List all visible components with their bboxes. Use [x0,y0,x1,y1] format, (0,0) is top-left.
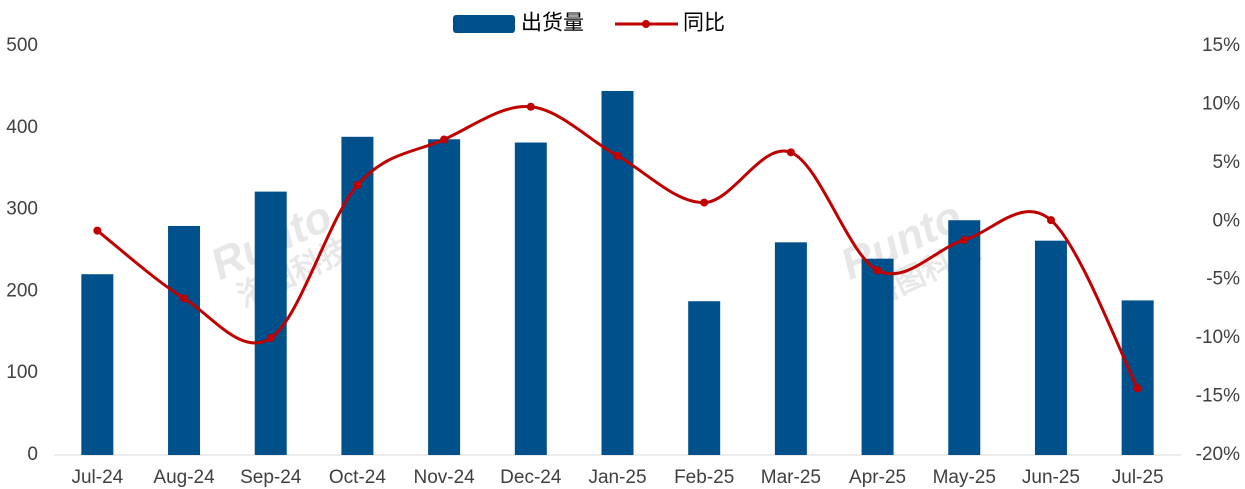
x-tick-label: Jul-24 [71,467,123,488]
y2-tick-label: 0% [1213,210,1241,231]
bar [861,258,894,455]
line-marker [786,148,795,157]
line-marker [873,266,882,275]
y-tick-label: 300 [6,199,38,220]
y-tick-label: 200 [6,280,38,301]
bar [1121,300,1154,455]
x-tick-label: Feb-25 [674,467,734,488]
x-tick-label: Apr-25 [849,467,906,488]
x-tick-label: May-25 [933,467,996,488]
line-marker [960,235,969,244]
line-marker [613,151,622,160]
bar [254,191,287,455]
line-marker [526,102,535,111]
y2-tick-label: -5% [1206,269,1240,290]
y2-tick-label: -15% [1196,386,1240,407]
x-tick-label: Jun-25 [1022,467,1080,488]
legend-swatch [642,20,650,28]
line-marker [440,135,449,144]
line-marker [700,198,709,207]
bar [168,225,201,455]
bar [514,142,547,456]
y2-tick-label: 5% [1213,152,1241,173]
bar [341,136,374,455]
line-marker [1133,384,1142,393]
y-tick-label: 0 [27,444,38,465]
x-tick-label: Jul-25 [1112,467,1164,488]
y-tick-label: 500 [6,35,38,56]
line-marker [1046,216,1055,225]
y2-tick-label: -20% [1196,444,1240,465]
bar [1034,240,1067,455]
x-tick-label: Nov-24 [413,467,475,488]
y2-tick-label: -10% [1196,327,1240,348]
line-marker [266,334,275,343]
legend-label: 同比 [683,12,725,35]
bar [948,220,981,455]
bar [774,242,807,455]
bar [81,274,114,455]
x-tick-label: Dec-24 [500,467,562,488]
bar [428,139,461,455]
x-tick-label: Aug-24 [153,467,215,488]
y2-tick-label: 15% [1202,35,1240,56]
y-tick-label: 400 [6,117,38,138]
y2-tick-label: 10% [1202,93,1240,114]
bar [601,90,634,456]
x-tick-label: Sep-24 [240,467,302,488]
bar [688,301,721,455]
x-tick-label: Jan-25 [588,467,646,488]
x-tick-label: Oct-24 [329,467,386,488]
line-marker [353,181,362,190]
line-marker [180,294,189,303]
legend-label: 出货量 [521,12,584,35]
legend-swatch [453,15,515,33]
x-tick-label: Mar-25 [761,467,821,488]
y-tick-label: 100 [6,362,38,383]
line-marker [93,226,102,235]
